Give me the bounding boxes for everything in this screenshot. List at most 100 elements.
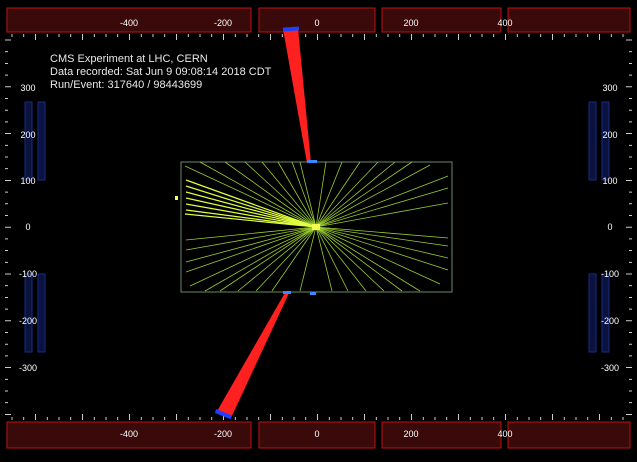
axis-ticks	[5, 34, 632, 420]
particle-track	[315, 161, 379, 228]
barrel-strip	[588, 101, 597, 181]
particle-track	[315, 226, 449, 247]
particle-track	[315, 226, 449, 271]
particle-track	[315, 187, 449, 228]
muon-chambers-top	[6, 7, 631, 33]
energy-tower-top	[283, 28, 311, 163]
y-tick-label: 300	[602, 83, 617, 93]
barrel-strip	[588, 273, 597, 353]
particle-track	[185, 226, 317, 263]
particle-track	[277, 161, 317, 228]
particle-track	[244, 161, 317, 228]
barrel-strip	[601, 101, 610, 181]
muon-chamber	[381, 421, 502, 449]
particle-track	[315, 226, 333, 292]
particle-track	[237, 226, 317, 292]
recorded-label: Data recorded: Sat Jun 9 09:08:14 2018 C…	[50, 66, 272, 78]
particle-track	[185, 185, 317, 228]
y-tick-label: 200	[602, 130, 617, 140]
particle-tracks	[184, 161, 449, 292]
particle-track	[255, 226, 317, 292]
hit-marker	[175, 196, 178, 200]
particle-track	[185, 179, 317, 228]
particle-track	[291, 161, 317, 228]
particle-track	[185, 226, 317, 273]
particle-track	[185, 197, 317, 228]
y-tick-label: 300	[20, 83, 35, 93]
particle-track	[189, 226, 317, 287]
barrel-strips-left	[24, 101, 46, 353]
particle-track	[315, 175, 449, 228]
muon-hit-bottom	[214, 409, 233, 420]
muon-chamber	[6, 421, 252, 449]
particle-track	[271, 226, 317, 292]
x-tick-label: 200	[403, 18, 418, 28]
particle-track	[315, 226, 367, 292]
barrel-strip	[601, 273, 610, 353]
particle-track	[315, 226, 449, 239]
muon-chamber	[6, 7, 252, 33]
axis-labels: -400 -200 0 200 400 -400 -200 0 200 400 300 200 100 0…	[19, 18, 619, 439]
particle-track	[315, 161, 361, 228]
barrel-strip	[37, 101, 46, 181]
y-tick-label: 200	[20, 130, 35, 140]
y-tick-label: 100	[602, 176, 617, 186]
particle-track	[315, 161, 396, 228]
particle-track	[315, 226, 403, 292]
barrel-strip	[24, 101, 33, 181]
y-tick-label: -300	[19, 363, 37, 373]
y-tick-label: -200	[19, 316, 37, 326]
x-tick-label: -400	[120, 18, 138, 28]
particle-track	[315, 202, 449, 228]
barrel-strip	[37, 273, 46, 353]
x-tick-label: 0	[314, 429, 319, 439]
particle-track	[199, 161, 317, 228]
particle-track	[184, 165, 317, 228]
x-tick-label: 400	[497, 18, 512, 28]
y-tick-label: -100	[601, 269, 619, 279]
x-tick-label: 400	[497, 429, 512, 439]
particle-track	[185, 203, 317, 228]
particle-track	[185, 226, 317, 251]
x-tick-label: -400	[120, 429, 138, 439]
y-tick-label: -300	[601, 363, 619, 373]
particle-track	[261, 161, 317, 228]
primary-vertex	[312, 224, 320, 230]
y-tick-label: 0	[607, 222, 612, 232]
energy-tower-bottom	[216, 291, 290, 418]
y-tick-label: -200	[601, 316, 619, 326]
particle-track	[315, 226, 441, 285]
experiment-label: CMS Experiment at LHC, CERN	[50, 53, 208, 65]
particle-track	[224, 161, 317, 228]
particle-track	[315, 161, 327, 228]
muon-chamber	[258, 421, 376, 449]
particle-track	[185, 209, 317, 228]
x-tick-label: 200	[403, 429, 418, 439]
run-event-label: Run/Event: 317640 / 98443699	[50, 79, 203, 91]
muon-chambers-bottom	[6, 421, 631, 449]
particle-track	[219, 226, 317, 292]
tracker-hit-top	[307, 160, 317, 163]
x-tick-label: -200	[214, 429, 232, 439]
particle-track	[299, 161, 317, 228]
particle-track	[185, 226, 317, 241]
muon-chamber	[507, 7, 631, 33]
particle-track	[315, 161, 413, 228]
x-tick-label: -200	[214, 18, 232, 28]
particle-track	[315, 226, 385, 292]
muon-chamber	[381, 7, 502, 33]
particle-track	[315, 164, 431, 228]
barrel-strips-right	[588, 101, 610, 353]
particle-track	[204, 226, 317, 292]
tracker-hit-bottom	[283, 291, 291, 294]
tracker-hit-bottom	[310, 292, 316, 295]
particle-track	[185, 191, 317, 228]
particle-track	[315, 161, 343, 228]
particle-track	[299, 226, 317, 292]
muon-chamber	[258, 7, 376, 33]
particle-track	[184, 213, 317, 228]
muon-chamber	[507, 421, 631, 449]
y-tick-label: 0	[25, 222, 30, 232]
